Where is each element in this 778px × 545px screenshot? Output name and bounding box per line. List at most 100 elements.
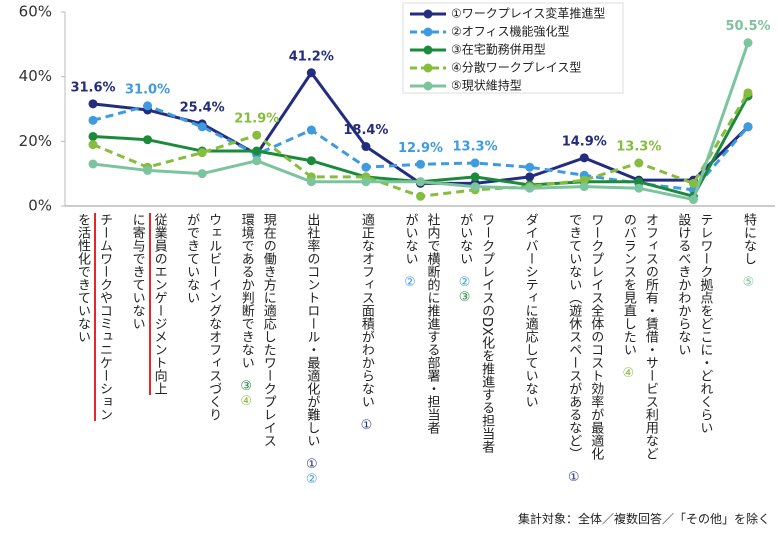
data-label: 13.3%: [616, 139, 661, 154]
data-point: [143, 165, 153, 175]
data-point: [634, 158, 644, 168]
data-point: [416, 159, 425, 169]
category-text: ウェルビーイングなオフィスづくり: [206, 213, 222, 421]
category-label: チームワークやコミュニケーション を活性化できていない: [71, 213, 115, 421]
data-point: [743, 122, 753, 132]
y-tick-label: 40%: [19, 67, 52, 85]
data-point: [416, 177, 425, 187]
legend-box: [402, 2, 624, 94]
data-point: [197, 122, 207, 132]
category-line: のバランスを見直したい ④: [617, 213, 639, 460]
data-point: [252, 130, 262, 140]
data-point: [579, 182, 589, 192]
data-point: [470, 158, 480, 168]
category-text: ワークプレイスのDX化を推進する担当者: [479, 213, 495, 453]
data-point: [525, 162, 535, 172]
category-label: ダイバーシティに適応していない: [519, 213, 541, 408]
data-point: [634, 177, 644, 187]
data-point: [361, 162, 371, 172]
category-label: ワークプレイスのDX化を推進する担当者 がいない ②③: [453, 213, 497, 453]
category-text: 環境であるか判断できない: [238, 213, 254, 369]
data-point: [197, 148, 207, 158]
category-label: オフィスの所有・賃借・サービス利用など のバランスを見直したい ④: [617, 213, 661, 460]
data-point: [88, 159, 98, 169]
category-text: 従業員のエンゲージメント向上: [148, 213, 167, 395]
category-text: できていない（遊休スペースがあるなど）: [566, 213, 582, 460]
data-point: [743, 88, 753, 98]
category-text: 現在の働き方に適応したワークプレイス: [260, 213, 276, 447]
category-text: ができていない: [184, 213, 200, 304]
category-line: 設けるべきかわからない: [671, 213, 693, 434]
data-point: [306, 68, 316, 78]
data-point: [416, 191, 425, 201]
data-label: 25.4%: [180, 100, 225, 115]
category-note: ①②: [304, 457, 320, 487]
category-line: を活性化できていない: [71, 213, 93, 421]
category-line: 適正なオフィス面積がわからない ①: [355, 213, 377, 433]
data-point: [306, 156, 316, 166]
category-text: テレワーク拠点をどこに・どれくらい: [697, 213, 713, 434]
category-line: 出社率のコントロール・最適化が難しい ①②: [300, 213, 322, 487]
category-text: 社内で横断的に推進する部署・担当者: [424, 213, 440, 434]
legend-marker: [423, 27, 433, 37]
category-label: ウェルビーイングなオフィスづくり ができていない: [180, 213, 224, 421]
data-point: [525, 183, 535, 193]
legend-label: ③在宅勤務併用型: [451, 42, 546, 57]
data-label: 31.6%: [70, 80, 115, 95]
data-label: 41.2%: [289, 49, 334, 64]
category-line: チームワークやコミュニケーション: [93, 213, 115, 421]
data-point: [579, 153, 589, 163]
category-note: ②: [402, 275, 418, 290]
category-line: 特になし ⑤: [737, 213, 759, 290]
category-label: 特になし ⑤: [737, 213, 759, 290]
category-label: テレワーク拠点をどこに・どれくらい 設けるべきかわからない: [671, 213, 715, 434]
data-point: [688, 178, 698, 188]
category-line: テレワーク拠点をどこに・どれくらい: [693, 213, 715, 434]
legend-marker: [423, 81, 433, 91]
category-note: ①: [566, 470, 582, 485]
category-line: 環境であるか判断できない ③④: [235, 213, 257, 447]
data-point: [361, 142, 371, 152]
category-label: ワークプレイス全体のコスト効率が最適化 できていない（遊休スペースがあるなど） ①: [562, 213, 606, 485]
y-tick-label: 0%: [28, 197, 52, 215]
category-note: ①: [358, 418, 374, 433]
category-text: がいない: [457, 213, 473, 265]
category-text: 出社率のコントロール・最適化が難しい: [304, 213, 320, 447]
legend-marker: [423, 45, 433, 55]
category-note: ④: [620, 366, 636, 381]
category-text: ワークプレイス全体のコスト効率が最適化: [588, 213, 604, 460]
category-text: を活性化できていない: [75, 213, 90, 343]
legend-marker: [423, 9, 433, 19]
data-point: [252, 146, 262, 156]
data-label: 31.0%: [125, 82, 170, 97]
category-line: がいない ②: [399, 213, 421, 434]
legend-label: ④分散ワークプレイス型: [451, 60, 581, 75]
legend-label: ①ワークプレイス変革推進型: [451, 6, 605, 21]
legend-label: ②オフィス機能強化型: [451, 24, 570, 39]
category-line: オフィスの所有・賃借・サービス利用など: [639, 213, 661, 460]
data-point: [470, 172, 480, 182]
category-note: ③④: [238, 379, 254, 409]
category-text: 特になし: [741, 213, 756, 265]
data-label: 12.9%: [398, 141, 443, 156]
data-point: [361, 177, 371, 187]
data-point: [88, 115, 98, 125]
data-point: [525, 172, 535, 182]
category-line: ウェルビーイングなオフィスづくり: [202, 213, 224, 421]
data-point: [743, 38, 753, 48]
data-point: [470, 182, 480, 192]
category-text: 適正なオフィス面積がわからない: [358, 213, 374, 408]
data-label: 21.9%: [234, 112, 279, 127]
category-text: 設けるべきかわからない: [675, 213, 691, 356]
category-line: 社内で横断的に推進する部署・担当者: [421, 213, 443, 434]
data-label: 14.9%: [562, 134, 607, 149]
category-text: がいない: [402, 213, 418, 265]
legend-marker: [423, 63, 433, 73]
category-label: 社内で横断的に推進する部署・担当者 がいない ②: [399, 213, 443, 434]
category-line: できていない（遊休スペースがあるなど） ①: [562, 213, 584, 485]
category-text: オフィスの所有・賃借・サービス利用など: [642, 213, 658, 460]
data-point: [88, 131, 98, 141]
category-line: に寄与できていない: [126, 213, 148, 395]
